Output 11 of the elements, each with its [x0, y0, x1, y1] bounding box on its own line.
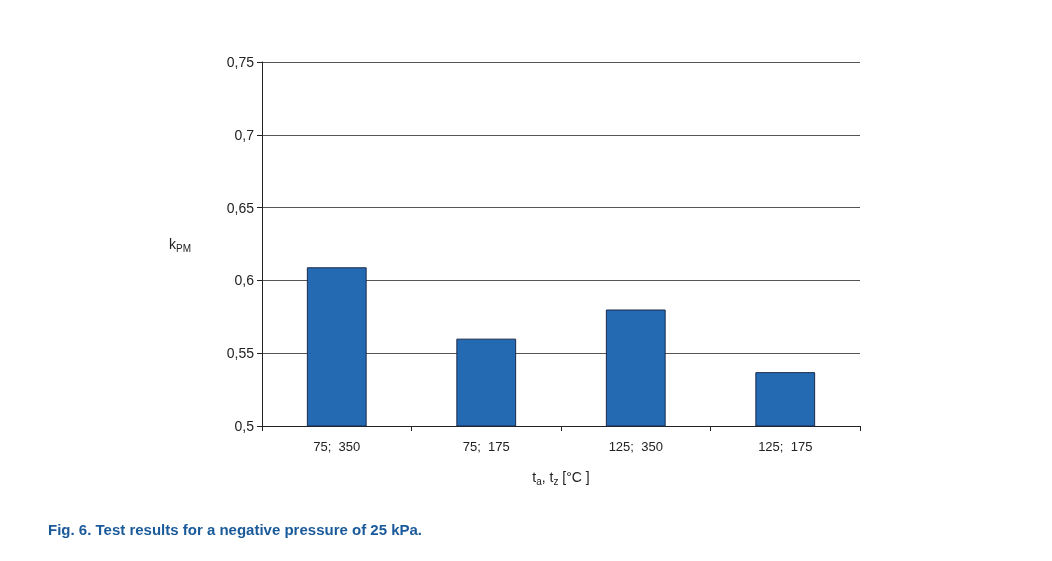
y-tick-label: 0,55 [226, 345, 255, 362]
y-tick-label: 0,75 [226, 54, 255, 70]
y-tick-label: 0,65 [226, 199, 255, 216]
x-tick-label: 75; 350 [313, 439, 361, 454]
caption: Fig. 6. Test results for a negative pressure of 25 kPa. [48, 521, 423, 538]
y-tick-label: 0,6 [234, 272, 255, 289]
x-tick-label: 75; 175 [462, 439, 510, 454]
x-tick-label: 125; 350 [608, 439, 663, 454]
x-tick-label: 125; 175 [758, 439, 813, 454]
y-tick-label: 0,7 [234, 126, 255, 143]
y-tick-label: 0,5 [234, 418, 255, 434]
